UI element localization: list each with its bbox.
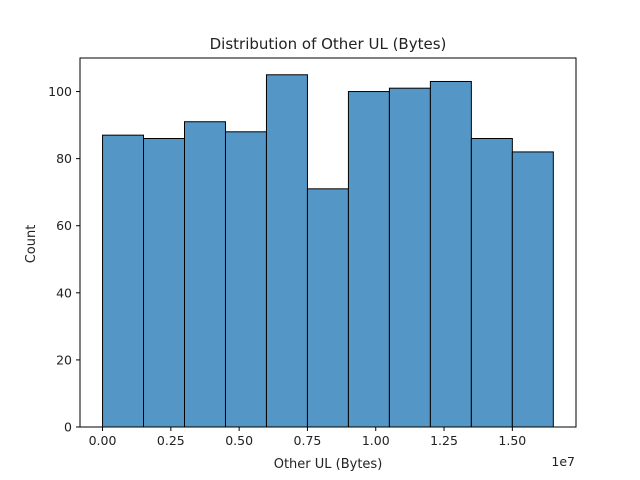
y-axis-label: Count: [24, 225, 39, 264]
x-tick-label: 1.00: [362, 433, 390, 448]
plot-frame: [79, 57, 577, 428]
x-tick-label: 0.25: [157, 433, 185, 448]
y-tick-label: 0: [64, 420, 72, 435]
histogram-bar: [429, 80, 472, 428]
histogram-bar: [143, 138, 186, 428]
histogram-bar: [265, 74, 308, 428]
x-axis-offset: 1e7: [551, 454, 575, 469]
x-tick-label: 1.50: [498, 433, 526, 448]
y-tick-label: 60: [56, 218, 72, 233]
histogram-bar: [102, 134, 145, 428]
x-tick-label: 0.75: [294, 433, 322, 448]
x-axis-label: Other UL (Bytes): [274, 457, 383, 472]
histogram-bar: [224, 131, 267, 428]
x-tick-label: 0.50: [225, 433, 253, 448]
y-ticks: 0 20 40 60 80 100: [48, 84, 80, 435]
chart-title: Distribution of Other UL (Bytes): [210, 35, 447, 53]
x-ticks: 0.00 0.25 0.50 0.75 1.00 1.25 1.50: [89, 427, 526, 448]
bars-group: [102, 74, 554, 428]
x-tick-label: 1.25: [430, 433, 458, 448]
histogram-bar: [306, 188, 349, 428]
histogram-bar: [184, 121, 226, 428]
y-tick-label: 40: [56, 285, 72, 300]
histogram-bar: [388, 87, 431, 428]
y-tick-label: 100: [48, 84, 72, 99]
y-tick-label: 80: [56, 151, 72, 166]
histogram-bar: [347, 91, 390, 428]
histogram-bar: [511, 151, 554, 428]
x-tick-label: 0.00: [89, 433, 117, 448]
y-tick-label: 20: [56, 352, 72, 367]
histogram-bar: [470, 138, 513, 428]
